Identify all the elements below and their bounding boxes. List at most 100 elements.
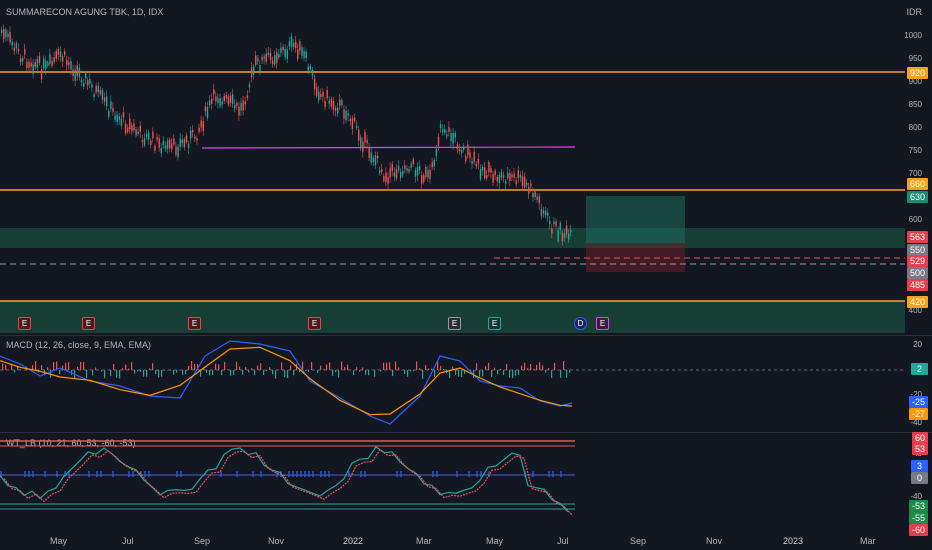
macd-histogram-bar [206, 370, 208, 373]
candle-body [473, 151, 475, 162]
earnings-marker[interactable]: E [188, 317, 201, 330]
macd-histogram-bar [68, 362, 70, 370]
macd-histogram-bar [170, 370, 172, 371]
wt-chart[interactable] [0, 433, 905, 528]
macd-histogram-bar [110, 370, 112, 376]
candle-body [469, 152, 471, 158]
price-chart[interactable] [0, 0, 905, 335]
candle-body [530, 183, 532, 187]
candle-body [406, 168, 408, 171]
wt-histogram-bar [488, 471, 490, 477]
candle-body [61, 56, 64, 62]
price-tag-485: 485 [906, 279, 928, 291]
candle-body [267, 52, 270, 56]
wt-histogram-bar [548, 471, 550, 477]
macd-histogram-bar [86, 370, 88, 379]
earnings-marker[interactable]: E [596, 317, 609, 330]
macd-histogram-bar [185, 370, 187, 375]
candle-body [364, 131, 366, 143]
earnings-marker[interactable]: E [488, 317, 501, 330]
candle-body [311, 69, 314, 76]
earnings-marker[interactable]: E [448, 317, 461, 330]
candle-body [72, 69, 74, 77]
currency-label: IDR [906, 7, 923, 17]
candle-body [490, 167, 492, 173]
price-tag-550: 550 [906, 244, 928, 256]
macd-histogram-bar [338, 370, 340, 378]
macd-histogram-bar [407, 370, 409, 377]
candle-body [43, 58, 45, 69]
candle-body [301, 47, 303, 56]
macd-histogram-bar [149, 368, 151, 370]
candle-body [563, 233, 566, 238]
candle-body [387, 177, 389, 184]
candle-body [320, 93, 322, 97]
pane-separator[interactable] [0, 432, 932, 433]
dividend-marker[interactable]: D [574, 317, 587, 330]
candle-body [269, 52, 272, 61]
candle-body [425, 166, 427, 177]
macd-histogram-bar [413, 370, 415, 372]
macd-histogram-bar [191, 361, 193, 370]
candle-body [381, 169, 383, 172]
earnings-marker[interactable]: E [308, 317, 321, 330]
macd-histogram-bar [230, 370, 232, 376]
candle-body [513, 173, 515, 178]
wt-tag: -55 [908, 512, 928, 524]
macd-histogram-bar [482, 370, 484, 377]
macd-chart[interactable] [0, 336, 905, 432]
macd-tag-macd: -25 [908, 396, 928, 408]
candle-body [565, 225, 568, 234]
candle-body [429, 169, 431, 179]
macd-histogram-bar [80, 361, 82, 370]
candle-body [517, 170, 519, 179]
candle-body [217, 98, 219, 104]
macd-histogram-bar [62, 365, 64, 370]
candle-body [521, 176, 524, 186]
candle-body [366, 139, 368, 144]
candle-body [5, 29, 7, 38]
wt-histogram-bar [128, 471, 130, 477]
candle-body [190, 130, 192, 139]
wt-title: WT_LB (10, 21, 60, 53, -60, -53) [6, 438, 136, 448]
pane-separator[interactable] [0, 335, 932, 336]
time-label: Sep [194, 536, 211, 546]
candle-body [192, 129, 194, 133]
wt-histogram-bar [148, 471, 150, 477]
candle-body [215, 96, 217, 102]
candle-body [162, 140, 165, 146]
candle-body [395, 169, 398, 179]
candle-body [257, 58, 259, 62]
macd-histogram-bar [101, 370, 103, 372]
candle-body [397, 165, 400, 171]
candle-body [181, 139, 183, 144]
candle-body [484, 167, 486, 179]
candle-body [400, 172, 402, 178]
wt-tag: 60 [911, 432, 928, 444]
time-label: Nov [706, 536, 723, 546]
candle-body [87, 79, 89, 86]
macd-histogram-bar [335, 370, 337, 373]
candle-body [112, 108, 114, 112]
candle-body [103, 97, 106, 102]
candle-body [211, 99, 213, 104]
candle-body [55, 50, 57, 59]
candle-body [295, 41, 297, 48]
earnings-marker[interactable]: E [18, 317, 31, 330]
candle-body [223, 95, 225, 102]
macd-histogram-bar [464, 370, 466, 374]
candle-body [9, 31, 11, 43]
candle-body [187, 143, 190, 149]
candle-body [133, 123, 135, 131]
candle-body [76, 65, 78, 77]
candle-body [307, 66, 309, 71]
candle-body [129, 118, 131, 130]
candle-body [547, 212, 549, 216]
candle-body [40, 69, 43, 80]
earnings-marker[interactable]: E [82, 317, 95, 330]
candle-body [458, 149, 461, 152]
candle-body [446, 134, 448, 137]
candle-body [507, 172, 509, 179]
candle-body [544, 210, 547, 216]
wt-tag: 3 [910, 460, 928, 472]
